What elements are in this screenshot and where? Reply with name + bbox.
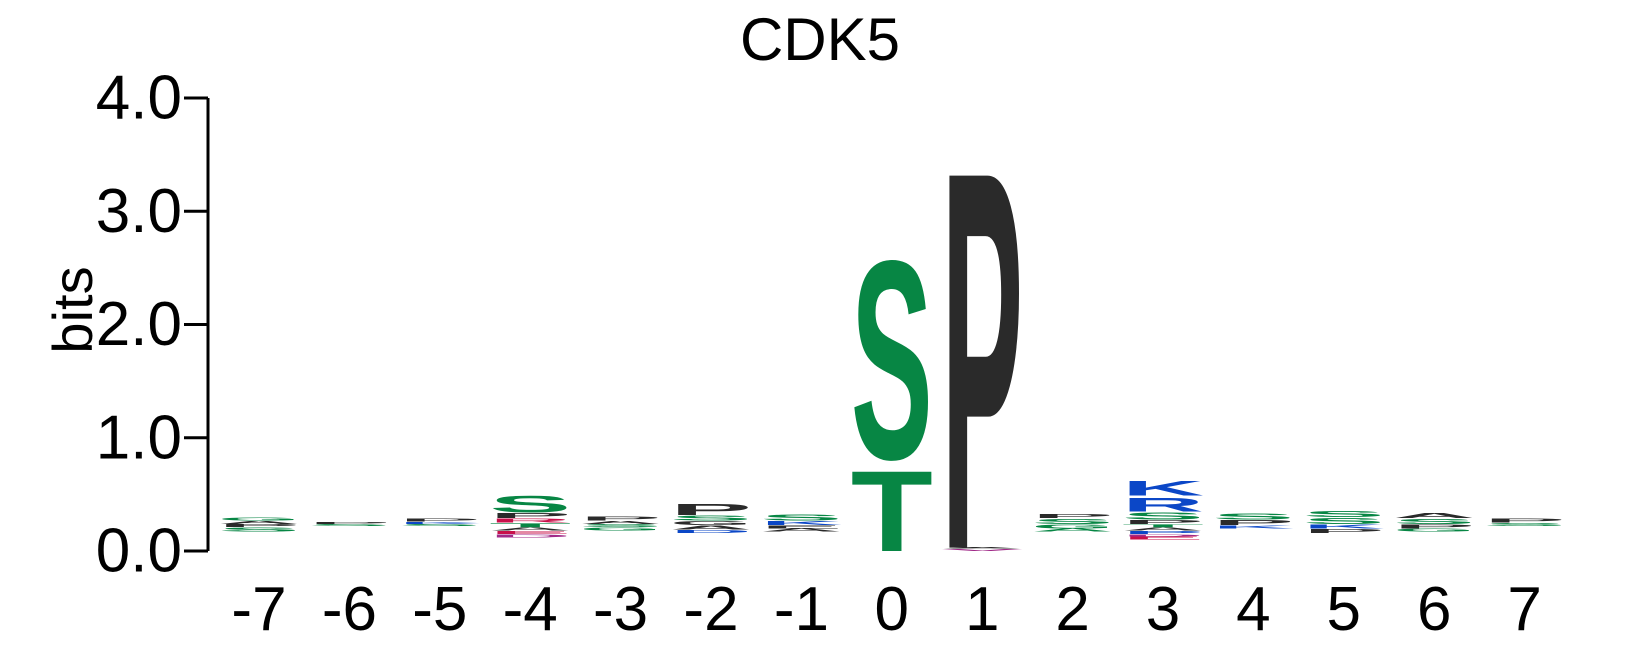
logo-letter: V xyxy=(941,549,1023,552)
x-tick-label: -3 xyxy=(593,575,648,644)
logo-letter: S xyxy=(1122,510,1204,521)
logo-letter: A xyxy=(580,520,662,525)
x-tick-label: 3 xyxy=(1146,575,1180,644)
y-axis-label: bits xyxy=(41,266,104,353)
logo-letter: P xyxy=(941,59,1023,661)
x-tick-label: -6 xyxy=(322,575,377,644)
logo-letter: A xyxy=(941,547,1023,549)
logo-letter: T xyxy=(851,448,933,576)
logo-letter: S xyxy=(1032,518,1114,526)
logo-letter: S xyxy=(760,513,842,522)
logo-letter: A xyxy=(760,528,842,533)
logo-letter: S xyxy=(308,524,390,527)
logo-letter: T xyxy=(1122,523,1204,528)
x-tick-label: 5 xyxy=(1327,575,1361,644)
logo-letter: P xyxy=(1484,518,1566,524)
logo-letter: R xyxy=(1122,494,1204,516)
logo-letter: G xyxy=(1393,528,1475,533)
logo-letter: P xyxy=(399,518,481,523)
logo-letter: K xyxy=(1122,477,1204,500)
logo-letter: P xyxy=(1303,528,1385,534)
logo-letter: P xyxy=(670,501,752,518)
y-axis-ticks: 0.0 1.0 2.0 3.0 4.0 xyxy=(96,64,208,586)
x-tick-label: 0 xyxy=(875,575,909,644)
logo-letter: E xyxy=(489,530,571,535)
logo-letter: G xyxy=(580,527,662,532)
logo-letter: P xyxy=(580,515,662,521)
logo-letter: T xyxy=(489,522,571,528)
logo-letter: G xyxy=(1032,523,1114,529)
logo-letter: P xyxy=(1393,523,1475,529)
logo-letter: G xyxy=(670,520,752,526)
logo-letter: S xyxy=(1393,518,1475,526)
logo-letter: A xyxy=(670,524,752,530)
logo-letter: K xyxy=(399,521,481,524)
x-tick-label: 6 xyxy=(1417,575,1451,644)
x-tick-label: 7 xyxy=(1507,575,1541,644)
logo-letter: E xyxy=(760,525,842,530)
logo-letter: P xyxy=(1122,519,1204,525)
x-tick-label: -5 xyxy=(412,575,467,644)
logo-letter: A xyxy=(489,527,571,532)
logo-letter: S xyxy=(1212,512,1294,521)
y-tick-label: 1.0 xyxy=(96,403,182,472)
logo-letter: R xyxy=(489,518,571,524)
logo-letter: D xyxy=(489,534,571,539)
logo-letter: S xyxy=(1484,522,1566,527)
logo-letter: K xyxy=(1303,523,1385,529)
y-tick-label: 0.0 xyxy=(96,517,182,586)
x-tick-label: 2 xyxy=(1055,575,1089,644)
logo-letter: P xyxy=(489,512,571,520)
logo-letter: E xyxy=(1122,536,1204,541)
x-tick-label: -2 xyxy=(683,575,738,644)
logo-letter: P xyxy=(1212,519,1294,527)
logo-letter: G xyxy=(218,517,300,522)
x-tick-label: -7 xyxy=(231,575,286,644)
logo-letter: D xyxy=(1122,534,1204,537)
logo-letter: S xyxy=(1303,509,1385,518)
x-tick-label: 1 xyxy=(965,575,999,644)
logo-letter: S xyxy=(399,524,481,527)
y-tick-label: 2.0 xyxy=(96,290,182,359)
logo-letter: K xyxy=(760,520,842,526)
x-axis-tick-labels: -7 -6 -5 -4 -3 -2 -1 0 1 2 3 4 5 6 7 xyxy=(231,575,1541,644)
x-tick-label: -4 xyxy=(503,575,558,644)
logo-letter: A xyxy=(1393,512,1475,520)
x-tick-label: 4 xyxy=(1236,575,1270,644)
logo-letter: S xyxy=(670,514,752,522)
chart-title: CDK5 xyxy=(740,6,900,73)
logo-letter: P xyxy=(1032,513,1114,519)
logo-letter: K xyxy=(1212,525,1294,530)
y-tick-label: 3.0 xyxy=(96,177,182,246)
logo-letter: P xyxy=(308,521,390,524)
logo-letter: P xyxy=(218,523,300,528)
y-tick-label: 4.0 xyxy=(96,64,182,133)
logo-letter: D xyxy=(670,529,752,534)
logo-letter: A xyxy=(1032,528,1114,533)
logo-letter: S xyxy=(489,491,571,518)
x-tick-label: -1 xyxy=(774,575,829,644)
logo-letter: S xyxy=(580,523,662,528)
logo-letter: S xyxy=(851,203,933,520)
logo-letter: A xyxy=(218,520,300,525)
logo-letter: P xyxy=(1122,530,1204,535)
logo-letter: S xyxy=(1303,516,1385,525)
logo-letter: A xyxy=(1122,527,1204,532)
logo-letter: S xyxy=(218,527,300,533)
